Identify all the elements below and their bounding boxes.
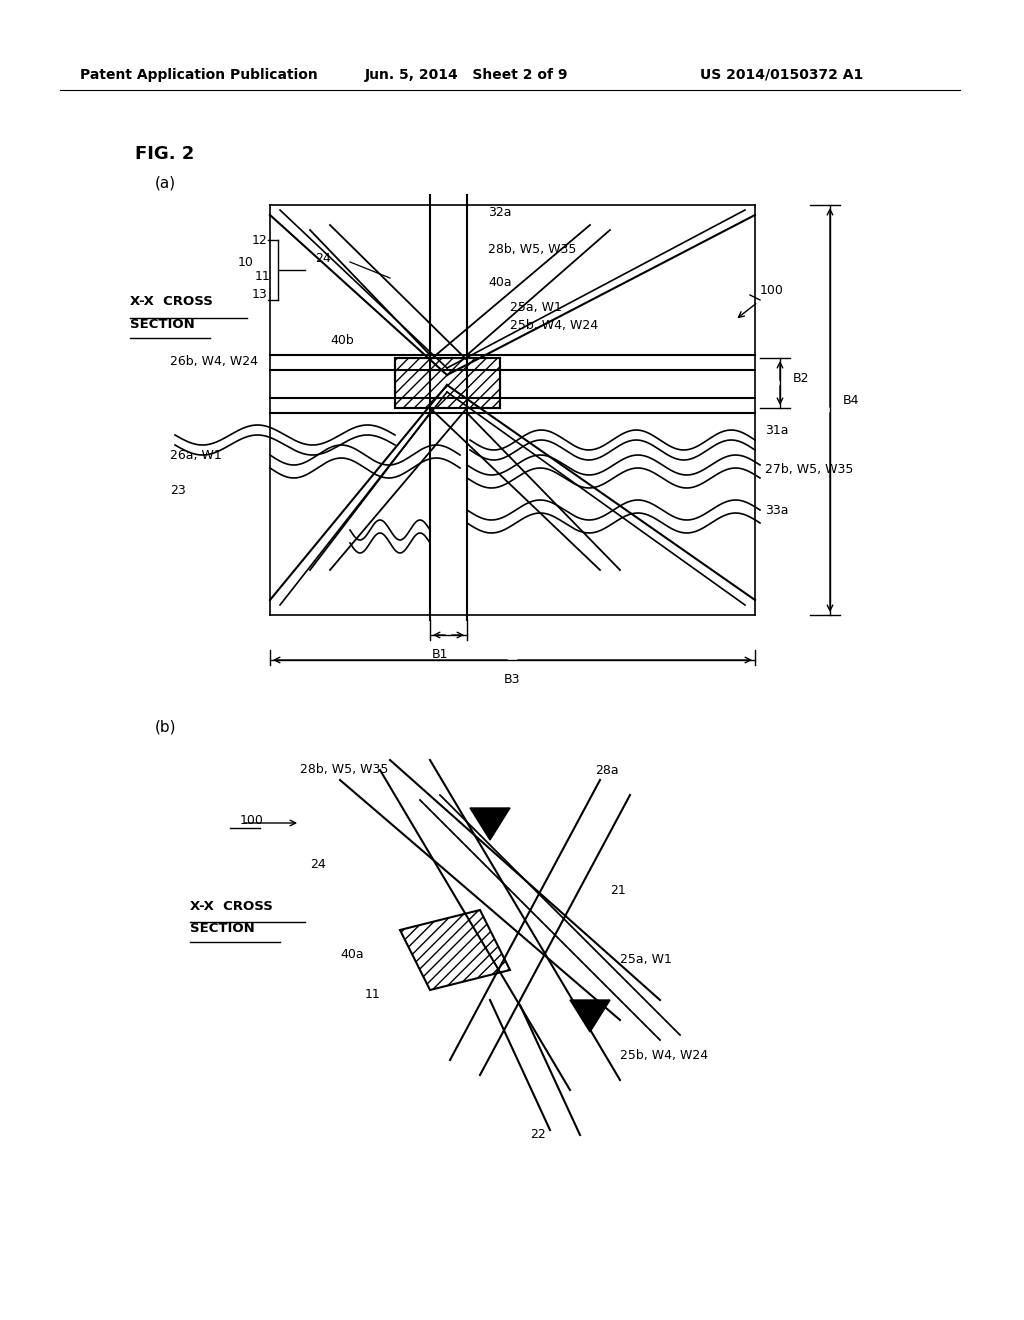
Text: B1: B1 [432, 648, 449, 661]
Polygon shape [435, 362, 459, 381]
Text: B3: B3 [504, 673, 520, 686]
Text: X-X  CROSS: X-X CROSS [130, 294, 213, 308]
Text: 12: 12 [252, 234, 267, 247]
Text: 100: 100 [240, 813, 264, 826]
Text: 26b, W4, W24: 26b, W4, W24 [170, 355, 258, 368]
Text: SECTION: SECTION [130, 318, 195, 331]
Text: 11: 11 [255, 271, 270, 284]
Text: Patent Application Publication: Patent Application Publication [80, 69, 317, 82]
Text: (a): (a) [155, 176, 176, 190]
Text: US 2014/0150372 A1: US 2014/0150372 A1 [700, 69, 863, 82]
Text: 25a, W1: 25a, W1 [620, 953, 672, 966]
Text: 11: 11 [365, 989, 381, 1002]
Text: 24: 24 [315, 252, 331, 264]
Text: 33a: 33a [765, 503, 788, 516]
Text: 40a: 40a [488, 276, 512, 289]
Text: 40b: 40b [330, 334, 353, 346]
Text: 26a, W1: 26a, W1 [170, 449, 222, 462]
Polygon shape [400, 909, 510, 990]
Text: (b): (b) [155, 719, 176, 735]
Text: 24: 24 [310, 858, 326, 871]
Polygon shape [570, 1001, 610, 1032]
Text: X-X  CROSS: X-X CROSS [190, 900, 272, 913]
Text: 25b, W4, W24: 25b, W4, W24 [620, 1048, 709, 1061]
Text: SECTION: SECTION [190, 921, 255, 935]
Text: 32a: 32a [488, 206, 512, 219]
Text: FIG. 2: FIG. 2 [135, 145, 195, 162]
Text: 40a: 40a [340, 949, 364, 961]
Polygon shape [435, 378, 459, 399]
Text: 25a, W1: 25a, W1 [510, 301, 562, 314]
Text: 10: 10 [238, 256, 254, 269]
Text: 31a: 31a [765, 424, 788, 437]
Text: 100: 100 [760, 284, 784, 297]
Text: Jun. 5, 2014   Sheet 2 of 9: Jun. 5, 2014 Sheet 2 of 9 [365, 69, 568, 82]
Text: 23: 23 [170, 483, 185, 496]
Text: 28b, W5, W35: 28b, W5, W35 [300, 763, 388, 776]
Text: 13: 13 [252, 289, 267, 301]
Text: 22: 22 [530, 1129, 546, 1142]
Bar [395, 358, 500, 408]
Bar [395, 358, 500, 408]
Text: B4: B4 [843, 393, 859, 407]
Polygon shape [470, 808, 510, 840]
Text: 28a: 28a [595, 763, 618, 776]
Text: 21: 21 [610, 883, 626, 896]
Text: 27b, W5, W35: 27b, W5, W35 [765, 463, 853, 477]
Text: B2: B2 [793, 371, 810, 384]
Text: 25b, W4, W24: 25b, W4, W24 [510, 318, 598, 331]
Text: 28b, W5, W35: 28b, W5, W35 [488, 243, 577, 256]
